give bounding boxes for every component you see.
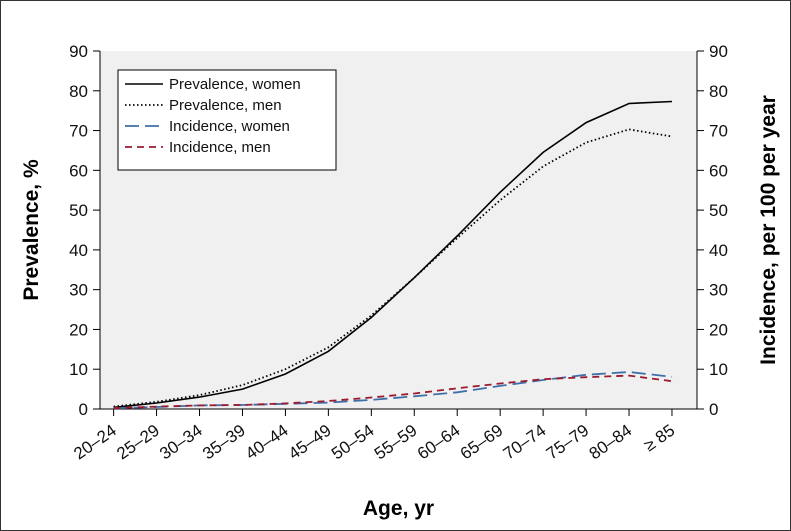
y-tick-label-left: 90 <box>69 42 88 61</box>
series-lines <box>113 100 673 410</box>
series-line-prevalence-women <box>113 100 673 409</box>
y-tick-label-left: 60 <box>69 161 88 180</box>
y-tick-label-right: 0 <box>709 400 718 419</box>
legend-label: Incidence, women <box>169 118 290 135</box>
x-tick-label: 70–74 <box>500 421 550 464</box>
y-tick-label-left: 80 <box>69 82 88 101</box>
x-tick-label: ≥ 85 <box>640 421 678 455</box>
x-tick-label: 25–29 <box>113 421 163 464</box>
y-tick-label-right: 20 <box>709 320 728 339</box>
y-tick-label-left: 70 <box>69 122 88 141</box>
y-tick-label-left: 40 <box>69 241 88 260</box>
y-tick-label-right: 80 <box>709 82 728 101</box>
x-tick-label: 45–49 <box>285 421 335 464</box>
y-tick-label-right: 90 <box>709 42 728 61</box>
x-tick-label: 20–24 <box>70 421 120 464</box>
series-line-incidence-men <box>113 374 673 410</box>
y-tick-label-right: 30 <box>709 281 728 300</box>
legend-label: Incidence, men <box>169 139 271 156</box>
x-tick-label: 65–69 <box>457 421 507 464</box>
y-tick-label-right: 60 <box>709 161 728 180</box>
y-tick-label-left: 30 <box>69 281 88 300</box>
x-tick-label: 60–64 <box>414 421 464 464</box>
y-tick-label-right: 40 <box>709 241 728 260</box>
y-axis-right-title: Incidence, per 100 per year <box>757 95 780 365</box>
x-tick-label: 40–44 <box>242 421 292 464</box>
y-tick-label-right: 50 <box>709 201 728 220</box>
y-tick-label-left: 10 <box>69 360 88 379</box>
x-tick-label: 30–34 <box>156 421 206 464</box>
legend: Prevalence, women Prevalence, men Incidenc… <box>117 69 337 171</box>
series-line-incidence-women <box>113 371 673 410</box>
y-axis-left-title: Prevalence, % <box>20 159 43 301</box>
y-tick-label-left: 50 <box>69 201 88 220</box>
y-tick-label-right: 70 <box>709 122 728 141</box>
x-tick-label: 35–39 <box>199 421 249 464</box>
legend-box <box>117 69 337 171</box>
x-tick-label: 75–79 <box>543 421 593 464</box>
legend-label: Prevalence, women <box>169 76 301 93</box>
y-tick-label-right: 10 <box>709 360 728 379</box>
legend-label: Prevalence, men <box>169 97 282 114</box>
x-tick-label: 50–54 <box>328 421 378 464</box>
x-tick-label: 55–59 <box>371 421 421 464</box>
y-tick-label-left: 20 <box>69 320 88 339</box>
axes <box>93 50 704 416</box>
y-tick-label-left: 0 <box>79 400 88 419</box>
x-tick-label: 80–84 <box>586 421 636 464</box>
x-axis-title: Age, yr <box>363 497 434 520</box>
legend-items: Prevalence, women Prevalence, men Incidenc… <box>125 76 301 156</box>
